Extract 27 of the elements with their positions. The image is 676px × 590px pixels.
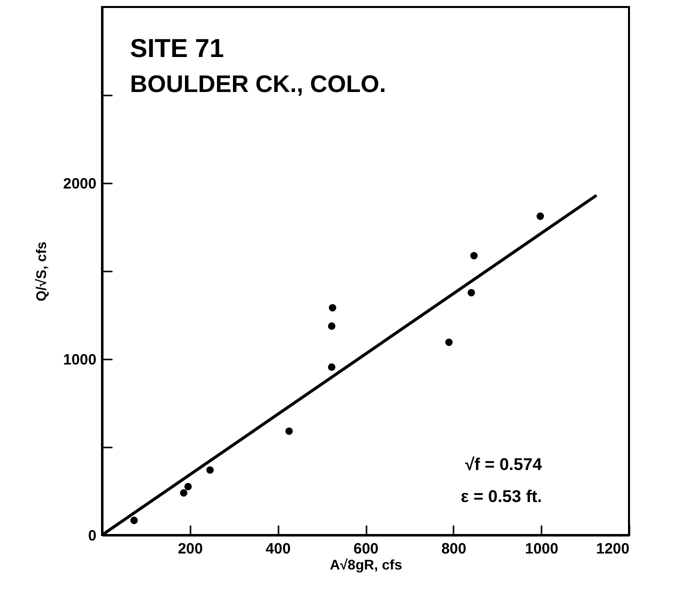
point [468,288,476,296]
annotation: ε = 0.53 ft. [460,487,542,506]
point [328,322,336,330]
point [206,466,214,474]
point [130,516,138,524]
y-tick-label: 1000 [63,352,96,368]
x-axis-title: A√8gR, cfs [330,556,402,572]
point [285,427,293,435]
point [184,482,192,490]
point [180,489,188,497]
point [328,363,336,371]
x-tick-label: 400 [266,540,291,558]
annotation: SITE 71 [130,33,224,63]
point [536,212,544,220]
y-tick-label: 2000 [63,176,96,192]
point [328,304,336,312]
annotation: √f = 0.574 [465,455,543,474]
x-tick-label: 1200 [596,540,630,558]
y-tick-label: 0 [88,528,96,544]
y-axis-title: Q/√S, cfs [33,241,50,302]
x-tick-label: 200 [178,540,203,558]
annotation: BOULDER CK., COLO. [130,71,386,98]
x-tick-label: 600 [353,540,379,558]
point [470,252,478,260]
point [445,338,453,346]
x-tick-label: 800 [441,540,466,558]
x-tick-label: 1000 [524,540,558,558]
